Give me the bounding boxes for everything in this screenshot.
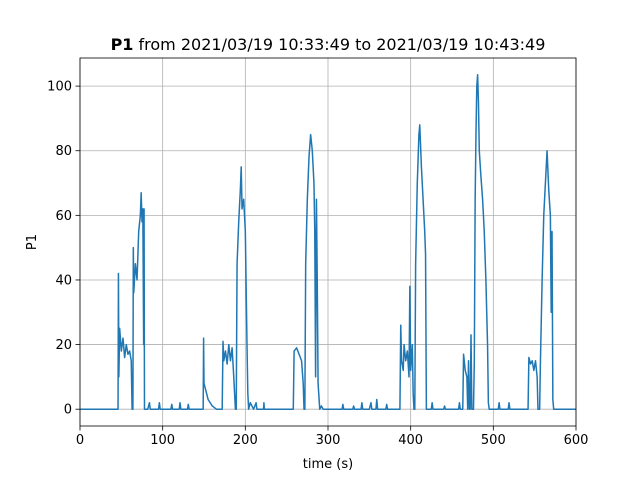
y-tick-label: 40 <box>55 273 72 288</box>
y-tick-label: 0 <box>64 403 72 418</box>
x-axis-label: time (s) <box>303 457 353 472</box>
x-tick-label: 300 <box>316 433 341 448</box>
x-tick-label: 400 <box>398 433 423 448</box>
x-tick-label: 100 <box>150 433 175 448</box>
title-bold: P1 <box>111 35 134 54</box>
chart-title: P1 from 2021/03/19 10:33:49 to 2021/03/1… <box>111 35 546 54</box>
y-tick-label: 80 <box>55 144 72 159</box>
x-tick-label: 200 <box>233 433 258 448</box>
x-tick-label: 600 <box>564 433 589 448</box>
y-tick-label: 100 <box>47 80 72 95</box>
y-tick-label: 20 <box>55 338 72 353</box>
data-line <box>80 74 576 410</box>
y-tick-label: 60 <box>55 209 72 224</box>
x-tick-label: 500 <box>481 433 506 448</box>
axes-frame <box>79 57 577 427</box>
y-axis-label: P1 <box>25 234 40 250</box>
x-tick-label: 0 <box>76 433 84 448</box>
title-rest: from 2021/03/19 10:33:49 to 2021/03/19 1… <box>139 35 546 54</box>
